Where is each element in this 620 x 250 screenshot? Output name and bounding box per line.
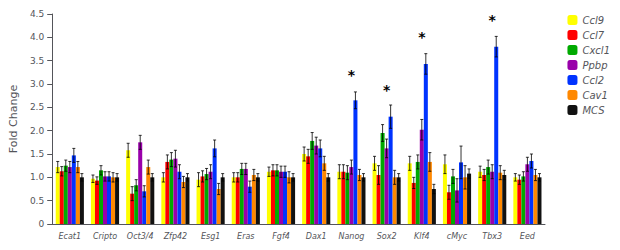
svg-text:4.5: 4.5 xyxy=(30,9,44,19)
svg-text:Cxcl1: Cxcl1 xyxy=(582,45,610,56)
svg-text:MCS: MCS xyxy=(582,105,605,116)
svg-text:Cav1: Cav1 xyxy=(582,90,607,101)
svg-text:Ccl7: Ccl7 xyxy=(582,30,604,41)
svg-text:Eed: Eed xyxy=(520,232,536,241)
svg-text:Ecat1: Ecat1 xyxy=(59,232,82,241)
svg-text:*: * xyxy=(418,29,426,45)
svg-text:*: * xyxy=(383,82,391,98)
svg-text:4.0: 4.0 xyxy=(30,32,45,42)
svg-text:1.0: 1.0 xyxy=(30,172,45,182)
svg-text:Tbx3: Tbx3 xyxy=(482,232,502,241)
svg-text:0.5: 0.5 xyxy=(30,196,44,206)
svg-text:2.5: 2.5 xyxy=(30,102,44,112)
svg-text:*: * xyxy=(489,12,497,28)
svg-text:Klf4: Klf4 xyxy=(414,232,429,241)
svg-text:Esg1: Esg1 xyxy=(201,232,220,241)
svg-text:Zfp42: Zfp42 xyxy=(163,232,188,241)
svg-text:Cripto: Cripto xyxy=(93,232,117,241)
svg-text:0: 0 xyxy=(38,219,44,229)
svg-text:Ccl9: Ccl9 xyxy=(582,15,604,26)
svg-text:Ppbp: Ppbp xyxy=(582,60,607,71)
svg-text:Dax1: Dax1 xyxy=(306,232,327,241)
svg-text:Fgf4: Fgf4 xyxy=(272,232,290,241)
svg-text:Ccl2: Ccl2 xyxy=(582,75,604,86)
svg-text:Eras: Eras xyxy=(237,232,254,241)
svg-text:Nanog: Nanog xyxy=(338,232,364,241)
svg-text:Oct3/4: Oct3/4 xyxy=(127,232,154,241)
svg-text:3.5: 3.5 xyxy=(30,56,44,66)
svg-text:cMyc: cMyc xyxy=(447,232,468,241)
svg-text:3.0: 3.0 xyxy=(30,79,45,89)
svg-text:1.5: 1.5 xyxy=(30,149,44,159)
svg-text:2.0: 2.0 xyxy=(30,126,45,136)
svg-text:Fold Change: Fold Change xyxy=(7,85,20,154)
svg-text:*: * xyxy=(348,67,356,83)
svg-text:Sox2: Sox2 xyxy=(377,232,397,241)
